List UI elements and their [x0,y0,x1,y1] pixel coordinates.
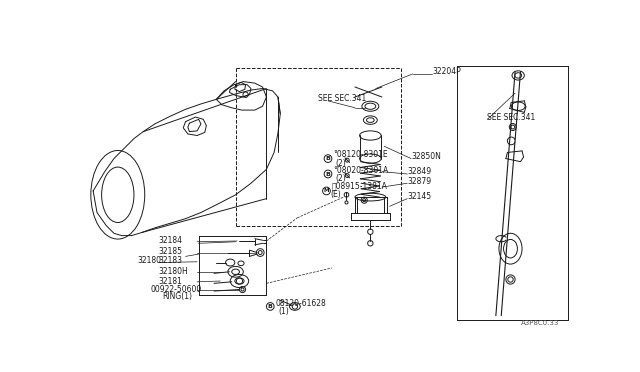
Text: 08120-61628: 08120-61628 [276,299,326,308]
Circle shape [324,170,332,178]
Text: 32181: 32181 [159,276,182,286]
Text: 32184: 32184 [159,237,182,246]
Text: 32183: 32183 [159,256,182,265]
Text: 32849: 32849 [407,167,431,176]
Text: ⓜ08915-1381A: ⓜ08915-1381A [332,182,388,191]
Text: (2): (2) [336,159,346,168]
Text: 00922-50600: 00922-50600 [151,285,202,294]
Text: (1): (1) [278,307,289,316]
Text: M: M [324,189,329,193]
Text: (E): (E) [330,190,341,199]
Circle shape [323,187,330,195]
Text: SEE SEC.341: SEE SEC.341 [488,112,536,122]
Text: 32180: 32180 [137,256,161,265]
Text: RING(1): RING(1) [163,292,193,301]
Text: °08120-8301E: °08120-8301E [333,150,388,159]
Circle shape [324,155,332,163]
Text: °08020-8301A: °08020-8301A [333,166,388,174]
Text: 32145: 32145 [407,192,431,201]
Text: 32180H: 32180H [159,266,188,276]
Text: 32204P: 32204P [432,67,461,76]
Text: 32185: 32185 [159,247,182,256]
Text: B: B [326,156,330,161]
Text: A3P8C0.33: A3P8C0.33 [520,320,559,326]
Circle shape [266,302,274,310]
Text: 32879: 32879 [407,177,431,186]
Text: 32850N: 32850N [411,152,441,161]
Text: (2): (2) [336,174,346,183]
Text: B: B [268,304,273,309]
Text: SEE SEC.341: SEE SEC.341 [318,94,366,103]
Text: B: B [326,171,330,176]
